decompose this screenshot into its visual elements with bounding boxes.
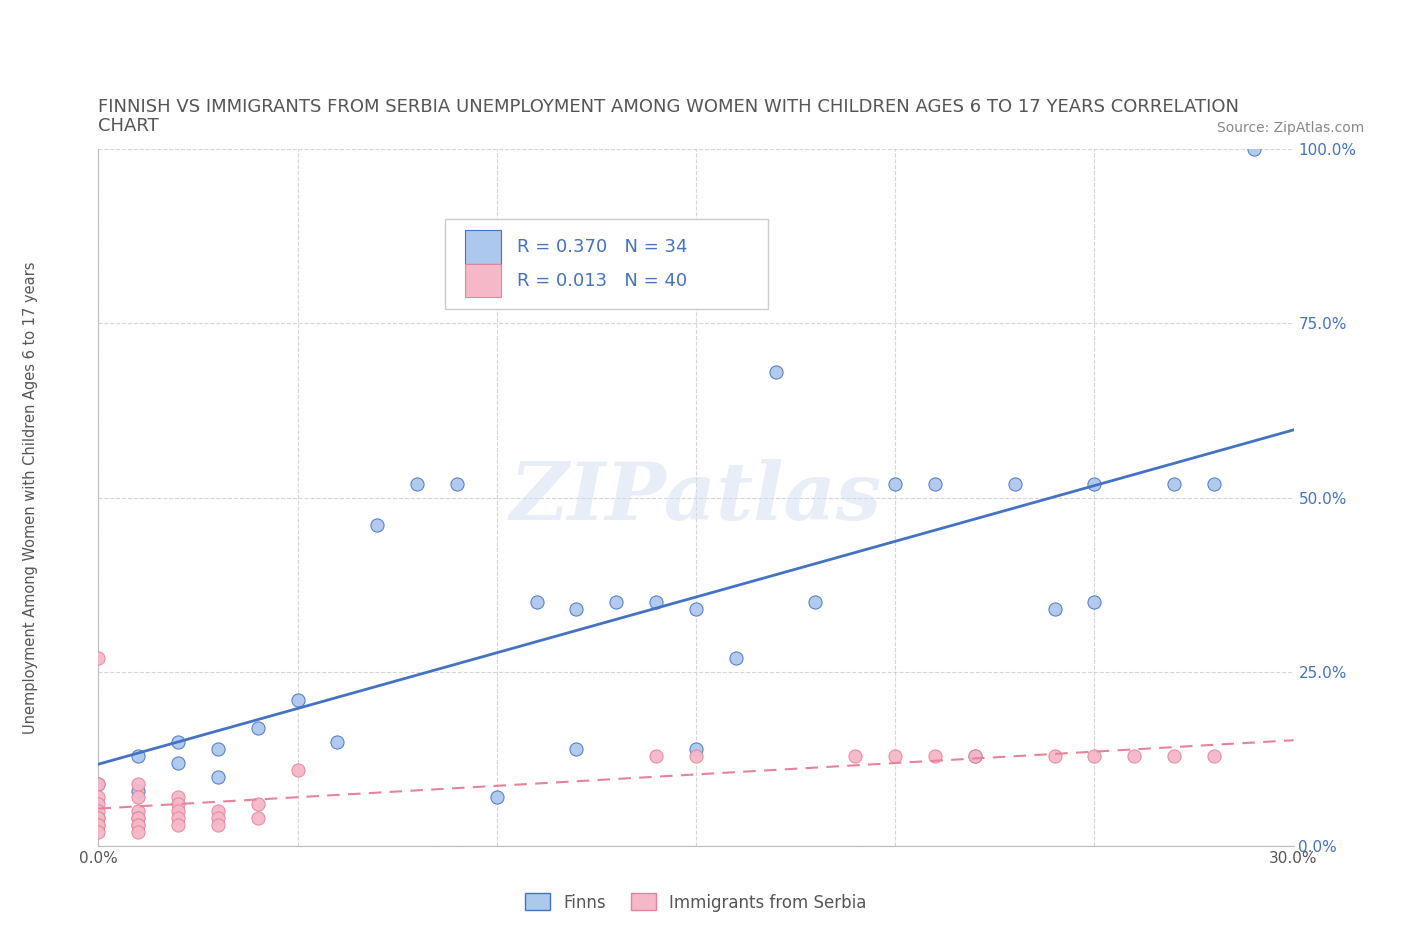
Point: [246, 811, 269, 826]
Point: [87, 818, 110, 833]
Point: [1083, 595, 1105, 610]
Point: [1123, 748, 1146, 763]
Text: FINNISH VS IMMIGRANTS FROM SERBIA UNEMPLOYMENT AMONG WOMEN WITH CHILDREN AGES 6 : FINNISH VS IMMIGRANTS FROM SERBIA UNEMPL…: [98, 99, 1240, 116]
Point: [127, 811, 149, 826]
Point: [485, 790, 508, 805]
Point: [844, 748, 866, 763]
Point: [207, 769, 229, 784]
Point: [167, 797, 190, 812]
Text: Source: ZipAtlas.com: Source: ZipAtlas.com: [1216, 121, 1364, 135]
Point: [167, 790, 190, 805]
Point: [246, 797, 269, 812]
Point: [87, 797, 110, 812]
Point: [924, 748, 946, 763]
Point: [605, 595, 627, 610]
Point: [446, 476, 468, 491]
Point: [207, 811, 229, 826]
Point: [87, 818, 110, 833]
Point: [127, 776, 149, 790]
Point: [167, 811, 190, 826]
Point: [87, 776, 110, 790]
Point: [127, 790, 149, 805]
Point: [1202, 476, 1225, 491]
Text: ZIPatlas: ZIPatlas: [510, 458, 882, 537]
Bar: [465, 264, 501, 298]
Point: [406, 476, 429, 491]
Point: [1043, 748, 1066, 763]
Point: [167, 755, 190, 770]
Point: [326, 735, 349, 750]
Point: [167, 818, 190, 833]
Point: [246, 720, 269, 735]
Point: [366, 518, 388, 533]
Point: [127, 811, 149, 826]
Point: [565, 602, 588, 617]
Point: [1043, 602, 1066, 617]
Point: [1083, 748, 1105, 763]
Text: R = 0.013   N = 40: R = 0.013 N = 40: [517, 272, 686, 289]
Point: [645, 595, 668, 610]
Point: [1202, 748, 1225, 763]
Point: [207, 741, 229, 756]
Point: [87, 811, 110, 826]
Point: [167, 735, 190, 750]
Point: [685, 748, 707, 763]
Point: [167, 804, 190, 819]
Point: [127, 804, 149, 819]
Point: [207, 818, 229, 833]
Point: [207, 804, 229, 819]
FancyBboxPatch shape: [444, 219, 768, 309]
Point: [1083, 476, 1105, 491]
Point: [287, 763, 309, 777]
Point: [87, 651, 110, 666]
Point: [963, 748, 986, 763]
Text: Unemployment Among Women with Children Ages 6 to 17 years: Unemployment Among Women with Children A…: [24, 261, 38, 734]
Point: [645, 748, 668, 763]
Point: [87, 811, 110, 826]
Point: [127, 818, 149, 833]
Point: [87, 804, 110, 819]
Point: [924, 476, 946, 491]
Point: [1163, 748, 1185, 763]
Point: [724, 651, 747, 666]
Point: [1163, 476, 1185, 491]
Point: [87, 790, 110, 805]
Point: [287, 692, 309, 708]
Point: [565, 741, 588, 756]
Point: [127, 748, 149, 763]
Point: [1004, 476, 1026, 491]
Point: [127, 783, 149, 798]
Text: R = 0.370   N = 34: R = 0.370 N = 34: [517, 238, 688, 256]
Point: [1243, 141, 1265, 156]
Legend: Finns, Immigrants from Serbia: Finns, Immigrants from Serbia: [519, 886, 873, 918]
Point: [765, 365, 787, 379]
Point: [804, 595, 827, 610]
Bar: [465, 231, 501, 264]
Point: [884, 476, 907, 491]
Point: [127, 825, 149, 840]
Point: [685, 602, 707, 617]
Point: [526, 595, 548, 610]
Point: [963, 748, 986, 763]
Point: [685, 741, 707, 756]
Text: CHART: CHART: [98, 117, 159, 135]
Point: [87, 776, 110, 790]
Point: [884, 748, 907, 763]
Point: [87, 825, 110, 840]
Point: [127, 818, 149, 833]
